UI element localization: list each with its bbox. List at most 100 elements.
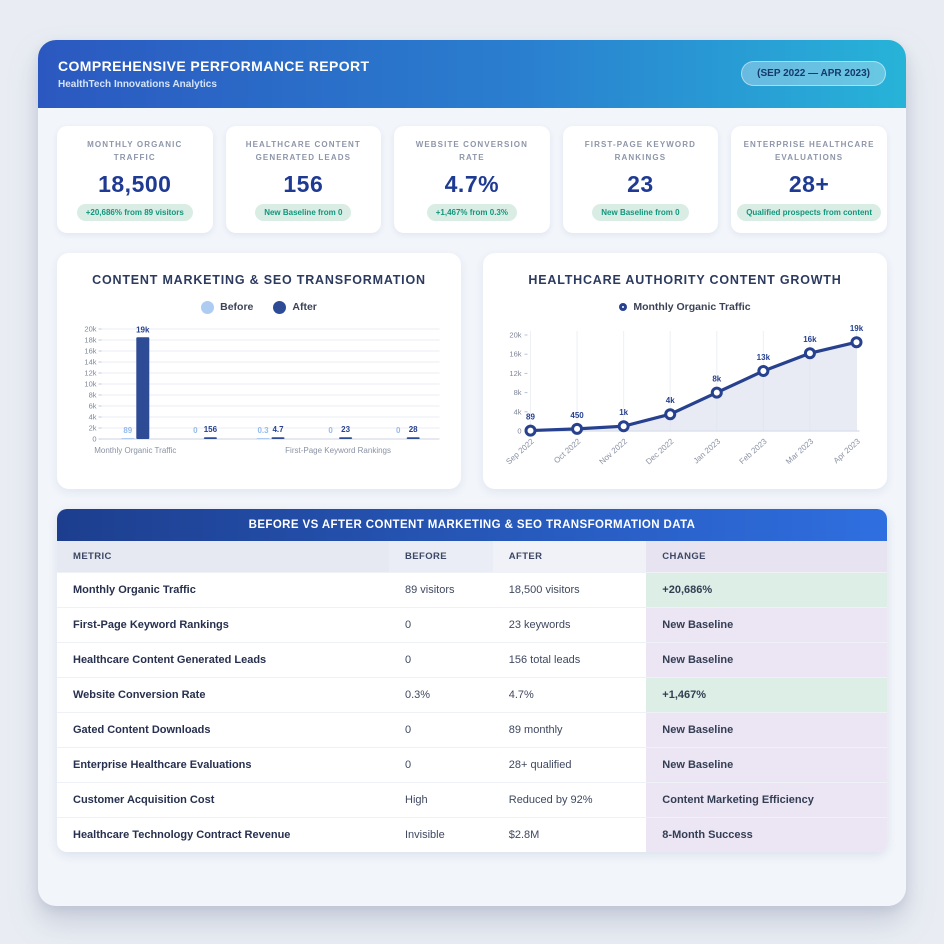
bar-value-label-after: 19k xyxy=(136,325,150,334)
col-header-after: AFTER xyxy=(492,541,647,573)
point-value-label: 89 xyxy=(526,413,535,422)
cell-before: 89 visitors xyxy=(389,572,493,608)
y-tick-label: 12k xyxy=(509,369,521,378)
cell-after: Reduced by 92% xyxy=(492,782,647,818)
legend-item-before[interactable]: Before xyxy=(201,300,254,314)
cell-metric: First-Page Keyword Rankings xyxy=(57,607,389,643)
cell-after: 89 monthly xyxy=(492,712,647,748)
legend-dot-before-icon xyxy=(201,300,215,314)
cell-metric: Healthcare Content Generated Leads xyxy=(57,642,389,678)
point-value-label: 19k xyxy=(850,324,864,333)
table-row: Gated Content Downloads 0 89 monthly New Ba… xyxy=(57,712,887,748)
y-tick-label: 12k xyxy=(84,369,96,378)
y-tick-label: 20k xyxy=(509,331,521,340)
table-row: Monthly Organic Traffic 89 visitors 18,500… xyxy=(57,572,887,608)
x-month-label: Oct 2022 xyxy=(552,436,583,465)
y-tick-label: 0 xyxy=(92,435,96,444)
legend-label-before: Before xyxy=(220,301,254,313)
data-point xyxy=(757,365,770,377)
kpi-label: MONTHLY ORGANIC TRAFFIC xyxy=(87,140,183,162)
cell-before: Invisible xyxy=(389,817,493,852)
bar-value-label-after: 28 xyxy=(409,425,418,434)
point-value-label: 1k xyxy=(619,408,628,417)
data-point xyxy=(850,336,863,349)
x-month-label: Sep 2022 xyxy=(504,436,536,466)
line-chart-title: HEALTHCARE AUTHORITY CONTENT GROWTH xyxy=(528,273,842,287)
legend-label-after: After xyxy=(292,301,317,313)
cell-before: 0.3% xyxy=(389,677,493,713)
bar-value-label-after: 23 xyxy=(341,425,350,434)
point-value-label: 8k xyxy=(712,375,721,384)
kpi-value: 156 xyxy=(283,170,324,197)
y-tick-label: 0 xyxy=(517,427,521,436)
line-chart-legend: Monthly Organic Traffic xyxy=(495,299,875,315)
kpi-badge: +1,467% from 0.3% xyxy=(426,204,517,221)
charts-row: CONTENT MARKETING & SEO TRANSFORMATION B… xyxy=(57,253,887,489)
comparison-table-card: BEFORE VS AFTER CONTENT MARKETING & SEO … xyxy=(57,509,887,852)
kpi-value: 18,500 xyxy=(98,170,172,197)
y-tick-label: 16k xyxy=(84,347,96,356)
cell-change: New Baseline xyxy=(646,642,887,678)
bar-value-label-before: 0 xyxy=(328,426,333,435)
col-header-change: CHANGE xyxy=(646,541,887,573)
kpi-label: WEBSITE CONVERSION RATE xyxy=(415,140,528,162)
bar-value-label-before: 0.3 xyxy=(257,426,269,435)
y-tick-label: 8k xyxy=(89,391,97,400)
cell-after: $2.8M xyxy=(492,817,647,852)
x-month-label: Mar 2023 xyxy=(784,436,816,466)
y-tick-label: 8k xyxy=(514,388,522,397)
cell-change: 8-Month Success xyxy=(646,817,887,852)
point-value-label: 16k xyxy=(803,335,817,344)
bar-chart-title: CONTENT MARKETING & SEO TRANSFORMATION xyxy=(92,273,426,287)
y-tick-label: 2k xyxy=(89,424,97,433)
cell-after: 18,500 visitors xyxy=(492,572,647,608)
report-container: COMPREHENSIVE PERFORMANCE REPORT HealthT… xyxy=(38,40,906,906)
kpi-badge: +20,686% from 89 visitors xyxy=(76,204,193,221)
kpi-card: HEALTHCARE CONTENT GENERATED LEADS 156 New… xyxy=(225,126,382,233)
x-month-label: Apr 2023 xyxy=(832,436,863,465)
point-value-label: 450 xyxy=(570,411,584,420)
data-point xyxy=(664,408,677,421)
cell-metric: Enterprise Healthcare Evaluations xyxy=(57,747,389,783)
bar-value-label-before: 89 xyxy=(123,426,132,435)
cell-change: +1,467% xyxy=(646,677,887,713)
legend-ring-icon xyxy=(619,303,628,311)
kpi-card: FIRST-PAGE KEYWORD RANKINGS 23 New Baselin… xyxy=(562,126,719,233)
y-tick-label: 14k xyxy=(84,358,96,367)
bar-value-label-after: 4.7 xyxy=(272,425,284,434)
data-point xyxy=(803,347,816,360)
bar-before xyxy=(256,438,270,439)
col-header-metric: METRIC xyxy=(57,541,389,573)
x-month-label: Jan 2023 xyxy=(692,436,723,465)
x-month-label: Dec 2022 xyxy=(644,436,676,466)
cell-before: 0 xyxy=(389,642,493,678)
data-point xyxy=(571,422,584,435)
kpi-badge: New Baseline from 0 xyxy=(592,204,689,221)
trend-line xyxy=(528,340,859,433)
y-tick-label: 4k xyxy=(514,407,522,416)
cell-metric: Customer Acquisition Cost xyxy=(57,782,389,818)
x-month-label: Feb 2023 xyxy=(738,436,770,466)
cell-after: 23 keywords xyxy=(492,607,647,643)
bar-after xyxy=(203,437,217,439)
cell-before: 0 xyxy=(389,712,493,748)
bar-after xyxy=(339,437,353,439)
table-title: BEFORE VS AFTER CONTENT MARKETING & SEO … xyxy=(57,509,887,541)
cell-change: New Baseline xyxy=(646,607,887,643)
y-tick-label: 6k xyxy=(89,402,97,411)
col-header-before: BEFORE xyxy=(389,541,493,573)
legend-item-after[interactable]: After xyxy=(273,300,317,314)
data-point xyxy=(617,420,630,433)
kpi-card: MONTHLY ORGANIC TRAFFIC 18,500 +20,686% fr… xyxy=(57,126,213,233)
y-tick-label: 18k xyxy=(84,336,96,345)
cell-metric: Healthcare Technology Contract Revenue xyxy=(57,817,389,852)
bar-chart-legend: Before After xyxy=(69,299,449,315)
legend-item-traffic[interactable]: Monthly Organic Traffic xyxy=(619,301,751,313)
kpi-value: 23 xyxy=(627,170,654,197)
y-tick-label: 16k xyxy=(509,350,521,359)
kpi-value: 4.7% xyxy=(444,170,500,197)
cell-change: New Baseline xyxy=(646,712,887,748)
bar-after xyxy=(406,437,420,439)
bar-value-label-before: 0 xyxy=(193,426,198,435)
point-value-label: 13k xyxy=(757,353,771,362)
